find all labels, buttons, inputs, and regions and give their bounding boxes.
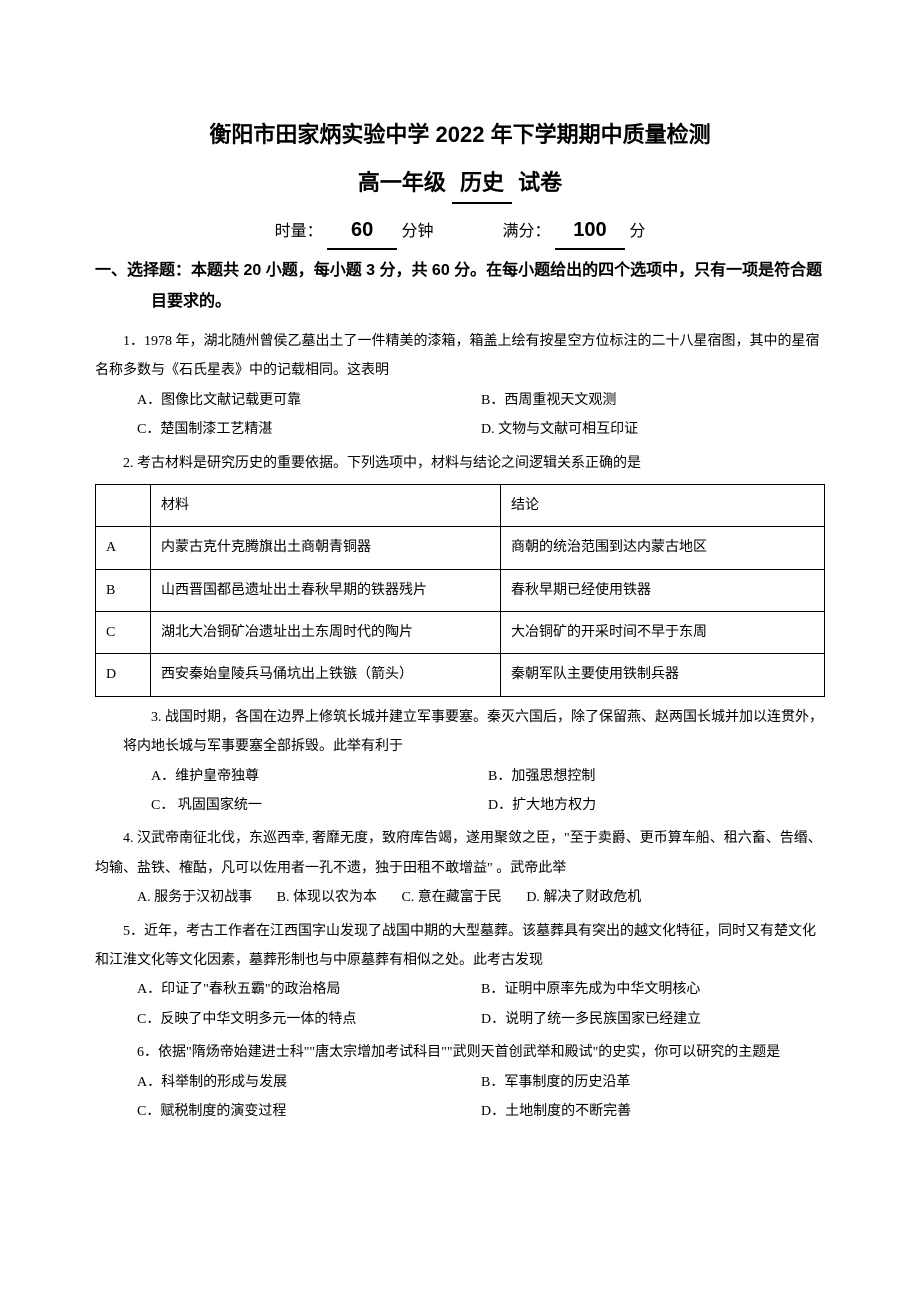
table-cell: B (96, 569, 151, 611)
question-4-options: A. 服务于汉初战事 B. 体现以农为本 C. 意在藏富于民 D. 解决了财政危… (95, 883, 825, 912)
option-c: C．赋税制度的演变过程 (137, 1097, 481, 1126)
table-header-material: 材料 (151, 484, 501, 526)
time-label: 时量： (275, 223, 323, 240)
table-cell: D (96, 654, 151, 696)
question-1-text: 1．1978 年，湖北随州曾侯乙墓出土了一件精美的漆箱，箱盖上绘有按星空方位标注… (95, 327, 825, 386)
table-row: A 内蒙古克什克腾旗出土商朝青铜器 商朝的统治范围到达内蒙古地区 (96, 527, 825, 569)
table-cell: C (96, 612, 151, 654)
paper-label: 试卷 (518, 170, 562, 195)
table-cell: 山西晋国都邑遗址出土春秋早期的铁器残片 (151, 569, 501, 611)
option-d: D. 文物与文献可相互印证 (481, 415, 825, 444)
option-c: C. 意在藏富于民 (401, 890, 501, 905)
option-c: C． 巩固国家统一 (151, 791, 488, 820)
option-c: C．反映了中华文明多元一体的特点 (137, 1005, 481, 1034)
question-2-table: 材料 结论 A 内蒙古克什克腾旗出土商朝青铜器 商朝的统治范围到达内蒙古地区 B… (95, 484, 825, 697)
option-b: B．证明中原率先成为中华文明核心 (481, 975, 825, 1004)
table-cell: 大冶铜矿的开采时间不早于东周 (501, 612, 825, 654)
exam-meta: 时量： 60 分钟 满分： 100 分 (95, 212, 825, 250)
option-a: A．图像比文献记载更可靠 (137, 386, 481, 415)
time-unit: 分钟 (402, 223, 434, 240)
option-d: D．扩大地方权力 (488, 791, 825, 820)
score-label: 满分： (502, 223, 550, 240)
option-b: B．军事制度的历史沿革 (481, 1068, 825, 1097)
option-d: D．土地制度的不断完善 (481, 1097, 825, 1126)
table-cell: 春秋早期已经使用铁器 (501, 569, 825, 611)
option-c: C．楚国制漆工艺精湛 (137, 415, 481, 444)
question-4-text: 4. 汉武帝南征北伐，东巡西幸, 奢靡无度，致府库告竭，遂用聚敛之臣，"至于卖爵… (95, 824, 825, 883)
table-header-row: 材料 结论 (96, 484, 825, 526)
exam-title-sub: 高一年级 历史 试卷 (95, 163, 825, 205)
question-1: 1．1978 年，湖北随州曾侯乙墓出土了一件精美的漆箱，箱盖上绘有按星空方位标注… (95, 327, 825, 445)
option-d: D．说明了统一多民族国家已经建立 (481, 1005, 825, 1034)
option-b: B．加强思想控制 (488, 762, 825, 791)
question-5: 5．近年，考古工作者在江西国字山发现了战国中期的大型墓葬。该墓葬具有突出的越文化… (95, 917, 825, 1035)
exam-title-main: 衡阳市田家炳实验中学 2022 年下学期期中质量检测 (95, 115, 825, 155)
question-2: 2. 考古材料是研究历史的重要依据。下列选项中，材料与结论之间逻辑关系正确的是 … (95, 449, 825, 697)
option-b: B．西周重视天文观测 (481, 386, 825, 415)
table-row: D 西安秦始皇陵兵马俑坑出上铁镞（箭头） 秦朝军队主要使用铁制兵器 (96, 654, 825, 696)
question-3: 3. 战国时期，各国在边界上修筑长城并建立军事要塞。秦灭六国后，除了保留燕、赵两… (95, 703, 825, 821)
table-cell: 湖北大冶铜矿冶遗址出土东周时代的陶片 (151, 612, 501, 654)
table-row: C 湖北大冶铜矿冶遗址出土东周时代的陶片 大冶铜矿的开采时间不早于东周 (96, 612, 825, 654)
time-value: 60 (327, 212, 397, 250)
question-4: 4. 汉武帝南征北伐，东巡西幸, 奢靡无度，致府库告竭，遂用聚敛之臣，"至于卖爵… (95, 824, 825, 912)
option-a: A．科举制的形成与发展 (137, 1068, 481, 1097)
table-cell: 秦朝军队主要使用铁制兵器 (501, 654, 825, 696)
table-header-conclusion: 结论 (501, 484, 825, 526)
question-6: 6．依据"隋炀帝始建进士科""唐太宗增加考试科目""武则天首创武举和殿试"的史实… (95, 1038, 825, 1126)
table-cell: 内蒙古克什克腾旗出土商朝青铜器 (151, 527, 501, 569)
table-row: B 山西晋国都邑遗址出土春秋早期的铁器残片 春秋早期已经使用铁器 (96, 569, 825, 611)
option-a: A．维护皇帝独尊 (151, 762, 488, 791)
table-cell: 商朝的统治范围到达内蒙古地区 (501, 527, 825, 569)
option-a: A．印证了"春秋五霸"的政治格局 (137, 975, 481, 1004)
question-5-options: A．印证了"春秋五霸"的政治格局 B．证明中原率先成为中华文明核心 C．反映了中… (95, 975, 825, 1034)
question-3-text: 3. 战国时期，各国在边界上修筑长城并建立军事要塞。秦灭六国后，除了保留燕、赵两… (95, 703, 825, 762)
section-1-header: 一、选择题：本题共 20 小题，每小题 3 分，共 60 分。在每小题给出的四个… (95, 256, 825, 317)
table-cell: 西安秦始皇陵兵马俑坑出上铁镞（箭头） (151, 654, 501, 696)
question-6-text: 6．依据"隋炀帝始建进士科""唐太宗增加考试科目""武则天首创武举和殿试"的史实… (95, 1038, 825, 1067)
subject-label: 历史 (452, 163, 512, 205)
score-value: 100 (555, 212, 625, 250)
question-3-options: A．维护皇帝独尊 B．加强思想控制 C． 巩固国家统一 D．扩大地方权力 (95, 762, 825, 821)
option-b: B. 体现以农为本 (277, 890, 377, 905)
table-header-blank (96, 484, 151, 526)
table-cell: A (96, 527, 151, 569)
option-a: A. 服务于汉初战事 (137, 890, 252, 905)
score-unit: 分 (629, 223, 645, 240)
grade-label: 高一年级 (358, 170, 446, 195)
question-2-text: 2. 考古材料是研究历史的重要依据。下列选项中，材料与结论之间逻辑关系正确的是 (95, 449, 825, 478)
question-6-options: A．科举制的形成与发展 B．军事制度的历史沿革 C．赋税制度的演变过程 D．土地… (95, 1068, 825, 1127)
option-d: D. 解决了财政危机 (526, 890, 641, 905)
question-1-options: A．图像比文献记载更可靠 B．西周重视天文观测 C．楚国制漆工艺精湛 D. 文物… (95, 386, 825, 445)
question-5-text: 5．近年，考古工作者在江西国字山发现了战国中期的大型墓葬。该墓葬具有突出的越文化… (95, 917, 825, 976)
